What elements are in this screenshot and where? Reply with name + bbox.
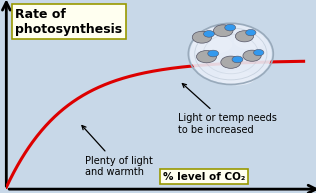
Circle shape bbox=[225, 24, 236, 31]
Circle shape bbox=[243, 50, 261, 61]
Ellipse shape bbox=[190, 24, 272, 84]
Circle shape bbox=[253, 49, 264, 56]
Circle shape bbox=[235, 31, 253, 42]
Text: Light or temp needs
to be increased: Light or temp needs to be increased bbox=[178, 84, 276, 135]
Text: % level of CO₂: % level of CO₂ bbox=[162, 172, 245, 182]
Circle shape bbox=[192, 31, 212, 43]
Circle shape bbox=[246, 29, 256, 36]
Text: Plenty of light
and warmth: Plenty of light and warmth bbox=[82, 125, 153, 177]
Ellipse shape bbox=[234, 33, 264, 49]
Ellipse shape bbox=[193, 35, 232, 54]
Circle shape bbox=[197, 51, 216, 63]
Circle shape bbox=[232, 56, 243, 63]
Ellipse shape bbox=[219, 71, 255, 85]
Text: Rate of
photosynthesis: Rate of photosynthesis bbox=[15, 8, 123, 36]
Circle shape bbox=[204, 30, 215, 37]
Circle shape bbox=[221, 56, 241, 68]
Circle shape bbox=[208, 50, 219, 57]
Circle shape bbox=[214, 25, 233, 37]
